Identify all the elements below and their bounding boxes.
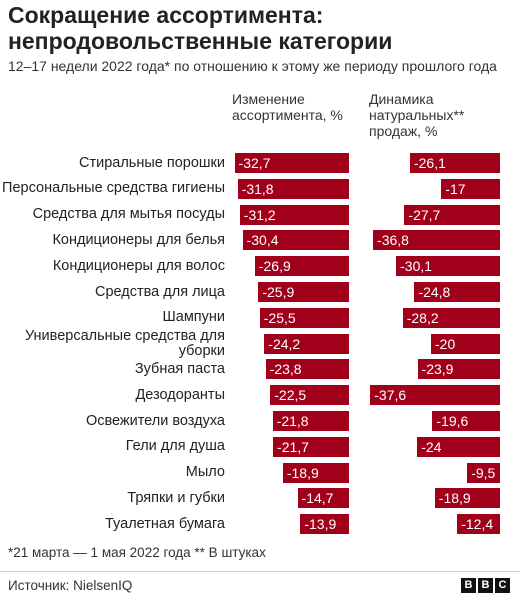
sales-bar — [396, 256, 500, 277]
sales-bar — [373, 230, 500, 251]
sales-value-label: -9,5 — [471, 464, 496, 481]
sales-value-label: -12,4 — [461, 516, 494, 533]
assortment-value-label: -23,8 — [269, 361, 302, 378]
assortment-bar — [237, 178, 349, 199]
source-note: Источник: NielsenIQ — [8, 578, 133, 593]
chart-title: Сокращение ассортимента: непродовольстве… — [8, 2, 393, 54]
sales-bar — [434, 488, 500, 509]
category-label: Кондиционеры для волос — [52, 257, 225, 274]
sales-bar — [431, 333, 500, 354]
assortment-value-label: -14,7 — [301, 490, 334, 507]
sales-value-label: -17 — [445, 180, 466, 197]
sales-value-label: -37,6 — [374, 387, 407, 404]
sales-value-label: -24 — [421, 438, 442, 455]
assortment-value-label: -21,7 — [277, 438, 309, 455]
category-label: Универсальные средства для уборки — [24, 327, 225, 359]
bbc-logo-letter: B — [478, 578, 493, 593]
footnote: *21 марта — 1 мая 2022 года ** В штуках — [8, 545, 266, 560]
sales-value-label: -23,9 — [421, 361, 454, 378]
assortment-bar — [272, 411, 349, 431]
sales-bar — [402, 307, 500, 328]
category-label: Средства для мытья посуды — [32, 206, 225, 223]
category-label: Дезодоранты — [135, 386, 225, 403]
assortment-value-label: -25,9 — [262, 284, 295, 300]
sales-bar — [414, 282, 500, 302]
category-label: Гели для душа — [125, 438, 225, 455]
category-label: Зубная паста — [134, 360, 225, 377]
assortment-value-label: -25,5 — [263, 309, 296, 326]
category-label: Кондиционеры для белья — [52, 231, 225, 248]
assortment-bar — [234, 153, 349, 173]
category-label: Средства для лица — [95, 283, 225, 300]
assortment-bar — [239, 204, 349, 225]
assortment-bar — [297, 488, 349, 509]
sales-bar — [404, 204, 500, 225]
assortment-bar — [300, 514, 349, 535]
assortment-value-label: -30,4 — [246, 232, 279, 249]
category-label: Мыло — [185, 464, 225, 481]
category-label: Освежители воздуха — [85, 412, 225, 429]
category-label: Персональные средства гигиены — [2, 180, 225, 197]
column-header-assortment: Изменение ассортимента, % — [232, 91, 343, 123]
sales-bar — [417, 436, 500, 457]
sales-value-label: -30,1 — [400, 258, 433, 275]
assortment-value-label: -18,9 — [286, 464, 319, 481]
bbc-logo-letter: C — [495, 578, 510, 593]
assortment-bar — [265, 359, 349, 380]
sales-bar — [417, 359, 500, 380]
assortment-bar — [282, 462, 349, 483]
sales-value-label: -24,8 — [418, 284, 451, 300]
assortment-bar — [258, 282, 349, 302]
sales-value-label: -27,7 — [408, 206, 441, 223]
sales-bar — [467, 462, 500, 483]
assortment-bar — [264, 333, 349, 354]
category-label: Стиральные порошки — [79, 154, 225, 171]
assortment-bar — [242, 230, 349, 251]
sales-value-label: -18,9 — [438, 490, 471, 507]
assortment-value-label: -21,8 — [276, 413, 309, 429]
sales-value-label: -28,2 — [406, 309, 439, 326]
column-header-sales: Динамика натуральных** продаж, % — [369, 91, 465, 139]
sales-value-label: -20 — [435, 335, 456, 352]
assortment-bar — [270, 385, 349, 406]
assortment-value-label: -13,9 — [304, 516, 337, 533]
assortment-bar — [254, 256, 349, 277]
footer-divider — [0, 571, 520, 572]
sales-bar — [432, 411, 500, 431]
assortment-value-label: -24,2 — [268, 335, 301, 352]
assortment-value-label: -32,7 — [238, 155, 271, 171]
category-label: Тряпки и губки — [127, 489, 225, 506]
assortment-bar — [273, 436, 349, 457]
sales-value-label: -36,8 — [377, 232, 409, 249]
assortment-value-label: -22,5 — [274, 387, 307, 404]
bbc-logo-letter: B — [461, 578, 476, 593]
assortment-value-label: -31,2 — [243, 206, 276, 223]
chart-subtitle: 12–17 недели 2022 года* по отношению к э… — [8, 58, 497, 74]
sales-bar — [441, 178, 500, 199]
sales-value-label: -19,6 — [436, 413, 469, 429]
sales-bar — [409, 153, 500, 173]
sales-value-label: -26,1 — [413, 155, 446, 171]
sales-bar — [370, 385, 500, 406]
assortment-value-label: -31,8 — [241, 180, 274, 197]
bbc-logo: B B C — [461, 578, 510, 593]
category-label: Туалетная бумага — [105, 515, 225, 532]
assortment-bar — [259, 307, 349, 328]
assortment-value-label: -26,9 — [258, 258, 291, 275]
category-label: Шампуни — [162, 309, 225, 326]
sales-bar — [457, 514, 500, 535]
